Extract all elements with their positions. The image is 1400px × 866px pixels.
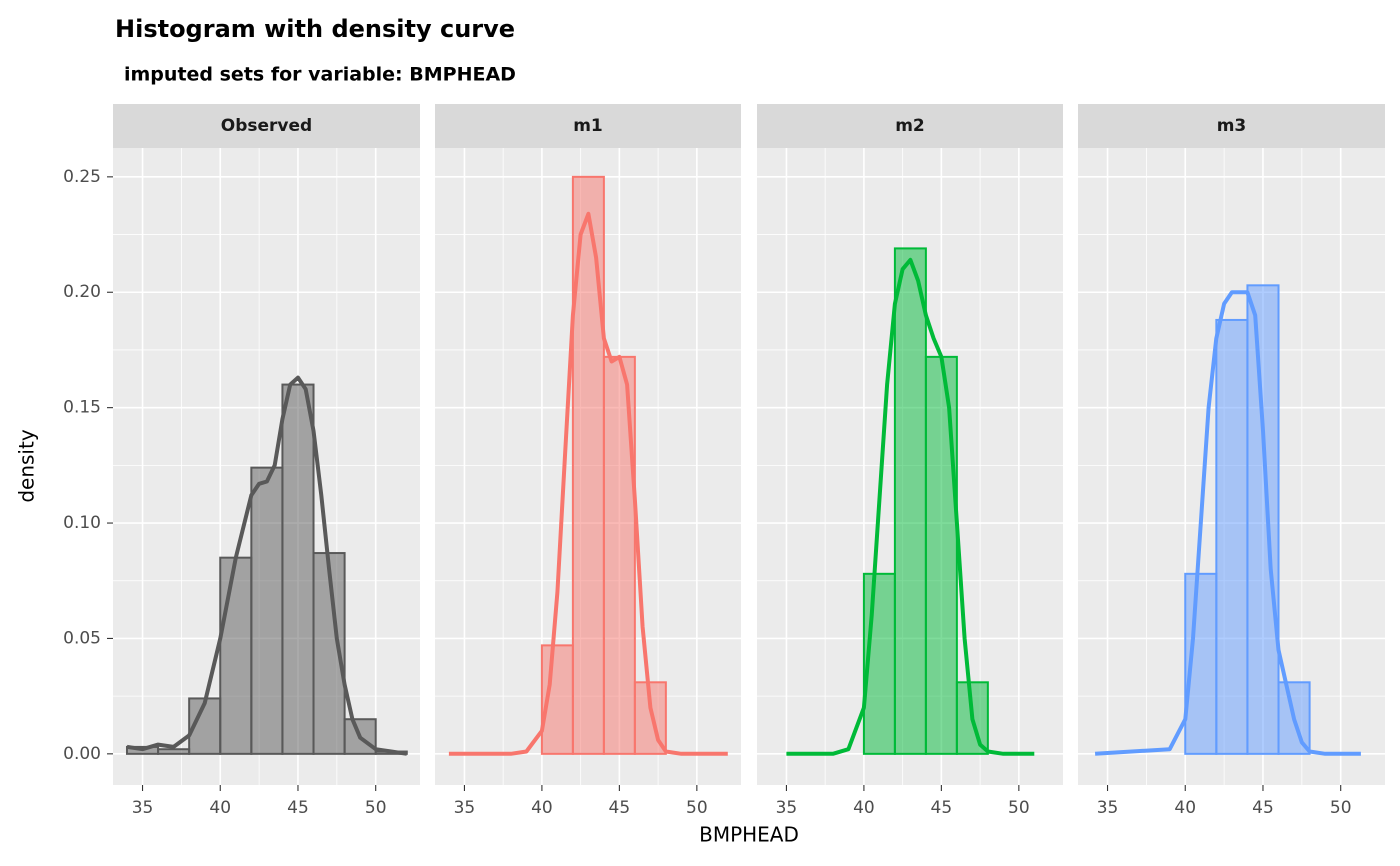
y-tick-label: 0.25 (63, 167, 101, 187)
x-tick-label: 45 (609, 798, 631, 818)
bar (1215, 318, 1249, 755)
strip-label: m3 (1217, 116, 1247, 136)
bar (250, 466, 284, 755)
x-axis-label: BMPHEAD (699, 823, 799, 847)
y-tick-label: 0.15 (63, 398, 101, 418)
chart-title: Histogram with density curve (115, 15, 515, 43)
x-tick-label: 35 (1097, 798, 1119, 818)
x-tick-label: 50 (686, 798, 708, 818)
y-tick-label: 0.05 (63, 628, 101, 648)
bar (893, 247, 927, 755)
strip (113, 104, 420, 148)
x-tick-label: 40 (209, 798, 231, 818)
x-tick-label: 45 (931, 798, 953, 818)
strip (1078, 104, 1385, 148)
x-tick-label: 50 (1008, 798, 1030, 818)
strip (757, 104, 1063, 148)
density-curve (448, 211, 728, 756)
x-tick-label: 50 (365, 798, 387, 818)
bar (157, 748, 191, 755)
density-curve (1094, 290, 1361, 756)
x-tick-label: 35 (454, 798, 476, 818)
x-tick-label: 40 (853, 798, 875, 818)
x-tick-label: 45 (287, 798, 309, 818)
y-axis-label: density (15, 429, 39, 502)
bar (924, 355, 958, 755)
y-tick-label: 0.10 (63, 513, 101, 533)
chart-subtitle: imputed sets for variable: BMPHEAD (124, 64, 516, 86)
bar (219, 556, 253, 755)
x-tick-label: 40 (1174, 798, 1196, 818)
x-tick-label: 45 (1252, 798, 1274, 818)
x-tick-label: 40 (531, 798, 553, 818)
strip-label: Observed (221, 116, 312, 136)
x-tick-label: 35 (776, 798, 798, 818)
x-tick-label: 50 (1330, 798, 1352, 818)
strip (435, 104, 741, 148)
strip-label: m2 (895, 116, 925, 136)
density-curve (786, 257, 1035, 756)
density-curve (126, 375, 408, 756)
y-tick-label: 0.20 (63, 282, 101, 302)
bar (1246, 284, 1280, 755)
strip-label: m1 (573, 116, 603, 136)
y-tick-label: 0.00 (63, 744, 101, 764)
x-tick-label: 35 (132, 798, 154, 818)
bar (281, 383, 315, 755)
